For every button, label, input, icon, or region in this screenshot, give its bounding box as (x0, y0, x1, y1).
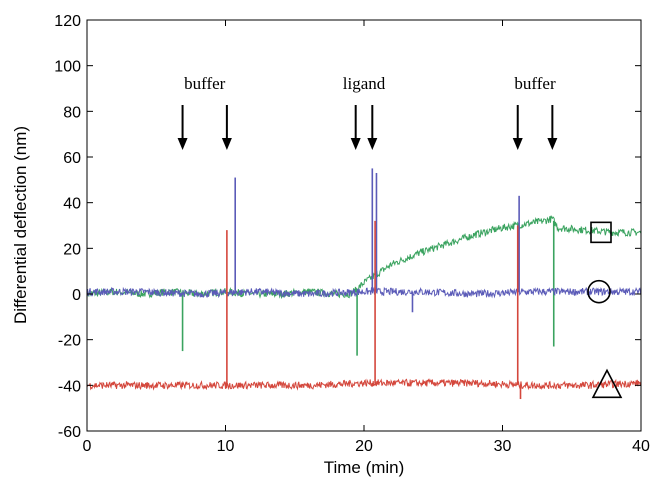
series-line (86, 215, 642, 300)
series-layer (86, 168, 642, 400)
arrow-head (177, 138, 188, 150)
square-marker (590, 221, 612, 244)
annotation-1: ligand (343, 74, 386, 150)
series-line (86, 378, 642, 391)
arrow-head (547, 138, 558, 150)
arrow-head (221, 138, 232, 150)
arrow-head (512, 138, 523, 150)
y-tick-label: 100 (54, 59, 81, 76)
x-tick-label: 10 (217, 438, 235, 455)
y-tick-label: 120 (54, 13, 81, 30)
series-2 (86, 220, 642, 400)
marker-layer (587, 221, 623, 399)
x-tick-label: 40 (632, 438, 650, 455)
annotation-2: buffer (512, 74, 558, 150)
x-axis: 0 10 20 30 40 (83, 20, 650, 455)
x-tick-label: 20 (355, 438, 373, 455)
x-tick-label: 30 (494, 438, 512, 455)
arrow-head (367, 138, 378, 150)
annotation-label: buffer (184, 74, 226, 93)
series-1 (86, 168, 642, 313)
y-axis-label: Differential deflection (nm) (11, 126, 30, 324)
y-tick-label: 40 (63, 196, 81, 213)
annotation-0: buffer (177, 74, 232, 150)
y-tick-label: -40 (58, 378, 81, 395)
arrow-head (350, 138, 361, 150)
y-tick-label: 60 (63, 150, 81, 167)
x-tick-label: 0 (83, 438, 92, 455)
series-line (86, 286, 642, 299)
annotation-layer: buffer ligand buffer (177, 74, 558, 150)
y-tick-label: -20 (58, 333, 81, 350)
x-axis-label: Time (min) (324, 458, 405, 477)
triangle-marker (591, 368, 623, 399)
y-tick-label: 80 (63, 104, 81, 121)
annotation-label: buffer (514, 74, 556, 93)
y-tick-label: 20 (63, 241, 81, 258)
y-tick-label: 0 (72, 287, 81, 304)
y-tick-label: -60 (58, 424, 81, 441)
circle-marker (587, 279, 611, 304)
series-0 (86, 215, 642, 356)
annotation-label: ligand (343, 74, 386, 93)
y-axis: -60 -40 -20 0 20 40 60 80 100 120 (54, 13, 641, 441)
